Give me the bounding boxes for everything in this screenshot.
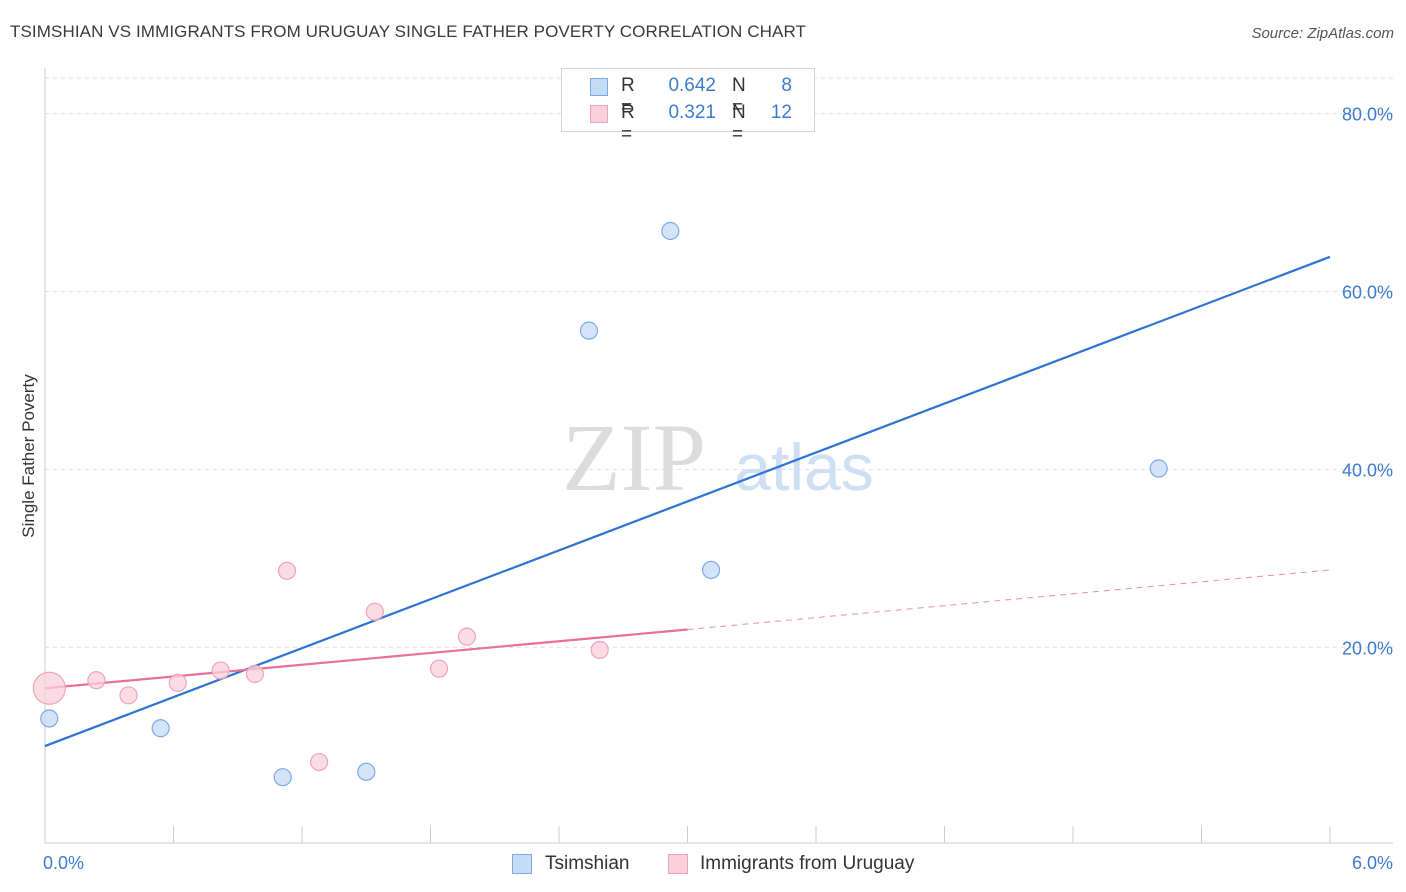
legend-swatch-pink (590, 105, 608, 123)
legend-n-label: N = (732, 75, 746, 118)
legend-r-label: R = (621, 75, 635, 118)
y-tick-label: 80.0% (1342, 105, 1393, 125)
y-tick-label: 20.0% (1342, 638, 1393, 658)
data-point-uruguay (590, 640, 609, 660)
data-point-tsimshian (273, 768, 292, 787)
data-points (32, 221, 1168, 787)
legend-n-value: 8 (781, 75, 792, 96)
bottom-legend-swatch-pink (668, 854, 688, 874)
correlation-legend: R = 0.642 N = 8 R = 0.321 N = 12 (561, 68, 815, 145)
bottom-legend-label: Immigrants from Uruguay (700, 853, 915, 874)
y-tick-label: 40.0% (1342, 460, 1393, 480)
legend-n-label: N = (732, 102, 746, 145)
legend-r-value: 0.642 (668, 75, 716, 96)
axes (44, 68, 1393, 844)
watermark: ZIP atlas (562, 404, 874, 511)
data-point-uruguay (168, 673, 187, 692)
data-point-uruguay (211, 661, 230, 680)
bottom-legend-label: Tsimshian (545, 853, 630, 874)
legend-r-value: 0.321 (668, 102, 716, 123)
data-point-tsimshian (1149, 459, 1168, 478)
trend-line-tsimshian (44, 255, 1331, 748)
data-point-uruguay (277, 561, 297, 580)
data-point-uruguay (87, 671, 106, 690)
data-point-tsimshian (661, 221, 680, 241)
y-tick-label: 60.0% (1342, 282, 1393, 302)
data-point-uruguay (429, 659, 449, 678)
data-point-tsimshian (151, 719, 170, 738)
watermark-zip: ZIP (562, 404, 706, 511)
legend-r-label: R = (621, 102, 635, 145)
data-point-uruguay (457, 627, 477, 646)
data-point-uruguay (119, 686, 138, 705)
trend-line-uruguay (44, 628, 688, 690)
data-point-tsimshian (579, 321, 599, 340)
legend-n-value: 12 (770, 102, 792, 123)
gridlines (45, 77, 1393, 648)
data-point-uruguay (365, 602, 384, 621)
bottom-legend-swatch-blue (512, 854, 532, 874)
tick-labels: 20.0% 40.0% 60.0% 80.0% 0.0% 6.0% (43, 105, 1393, 873)
y-axis-label: Single Father Poverty (19, 374, 38, 538)
data-point-tsimshian (357, 762, 376, 781)
x-tick-label: 0.0% (43, 853, 84, 873)
source-credit: Source: ZipAtlas.com (1251, 25, 1394, 42)
data-point-uruguay (245, 664, 264, 684)
data-point-uruguay (32, 671, 66, 705)
trend-lines (44, 255, 1331, 748)
legend-swatch-blue (590, 78, 608, 96)
x-tick-label: 6.0% (1352, 853, 1393, 873)
data-point-tsimshian (40, 709, 59, 728)
trend-line-extension (687, 569, 1331, 631)
chart-title: TSIMSHIAN VS IMMIGRANTS FROM URUGUAY SIN… (10, 22, 806, 41)
data-point-uruguay (310, 752, 329, 772)
watermark-atlas: atlas (734, 430, 873, 504)
data-point-tsimshian (701, 560, 721, 580)
